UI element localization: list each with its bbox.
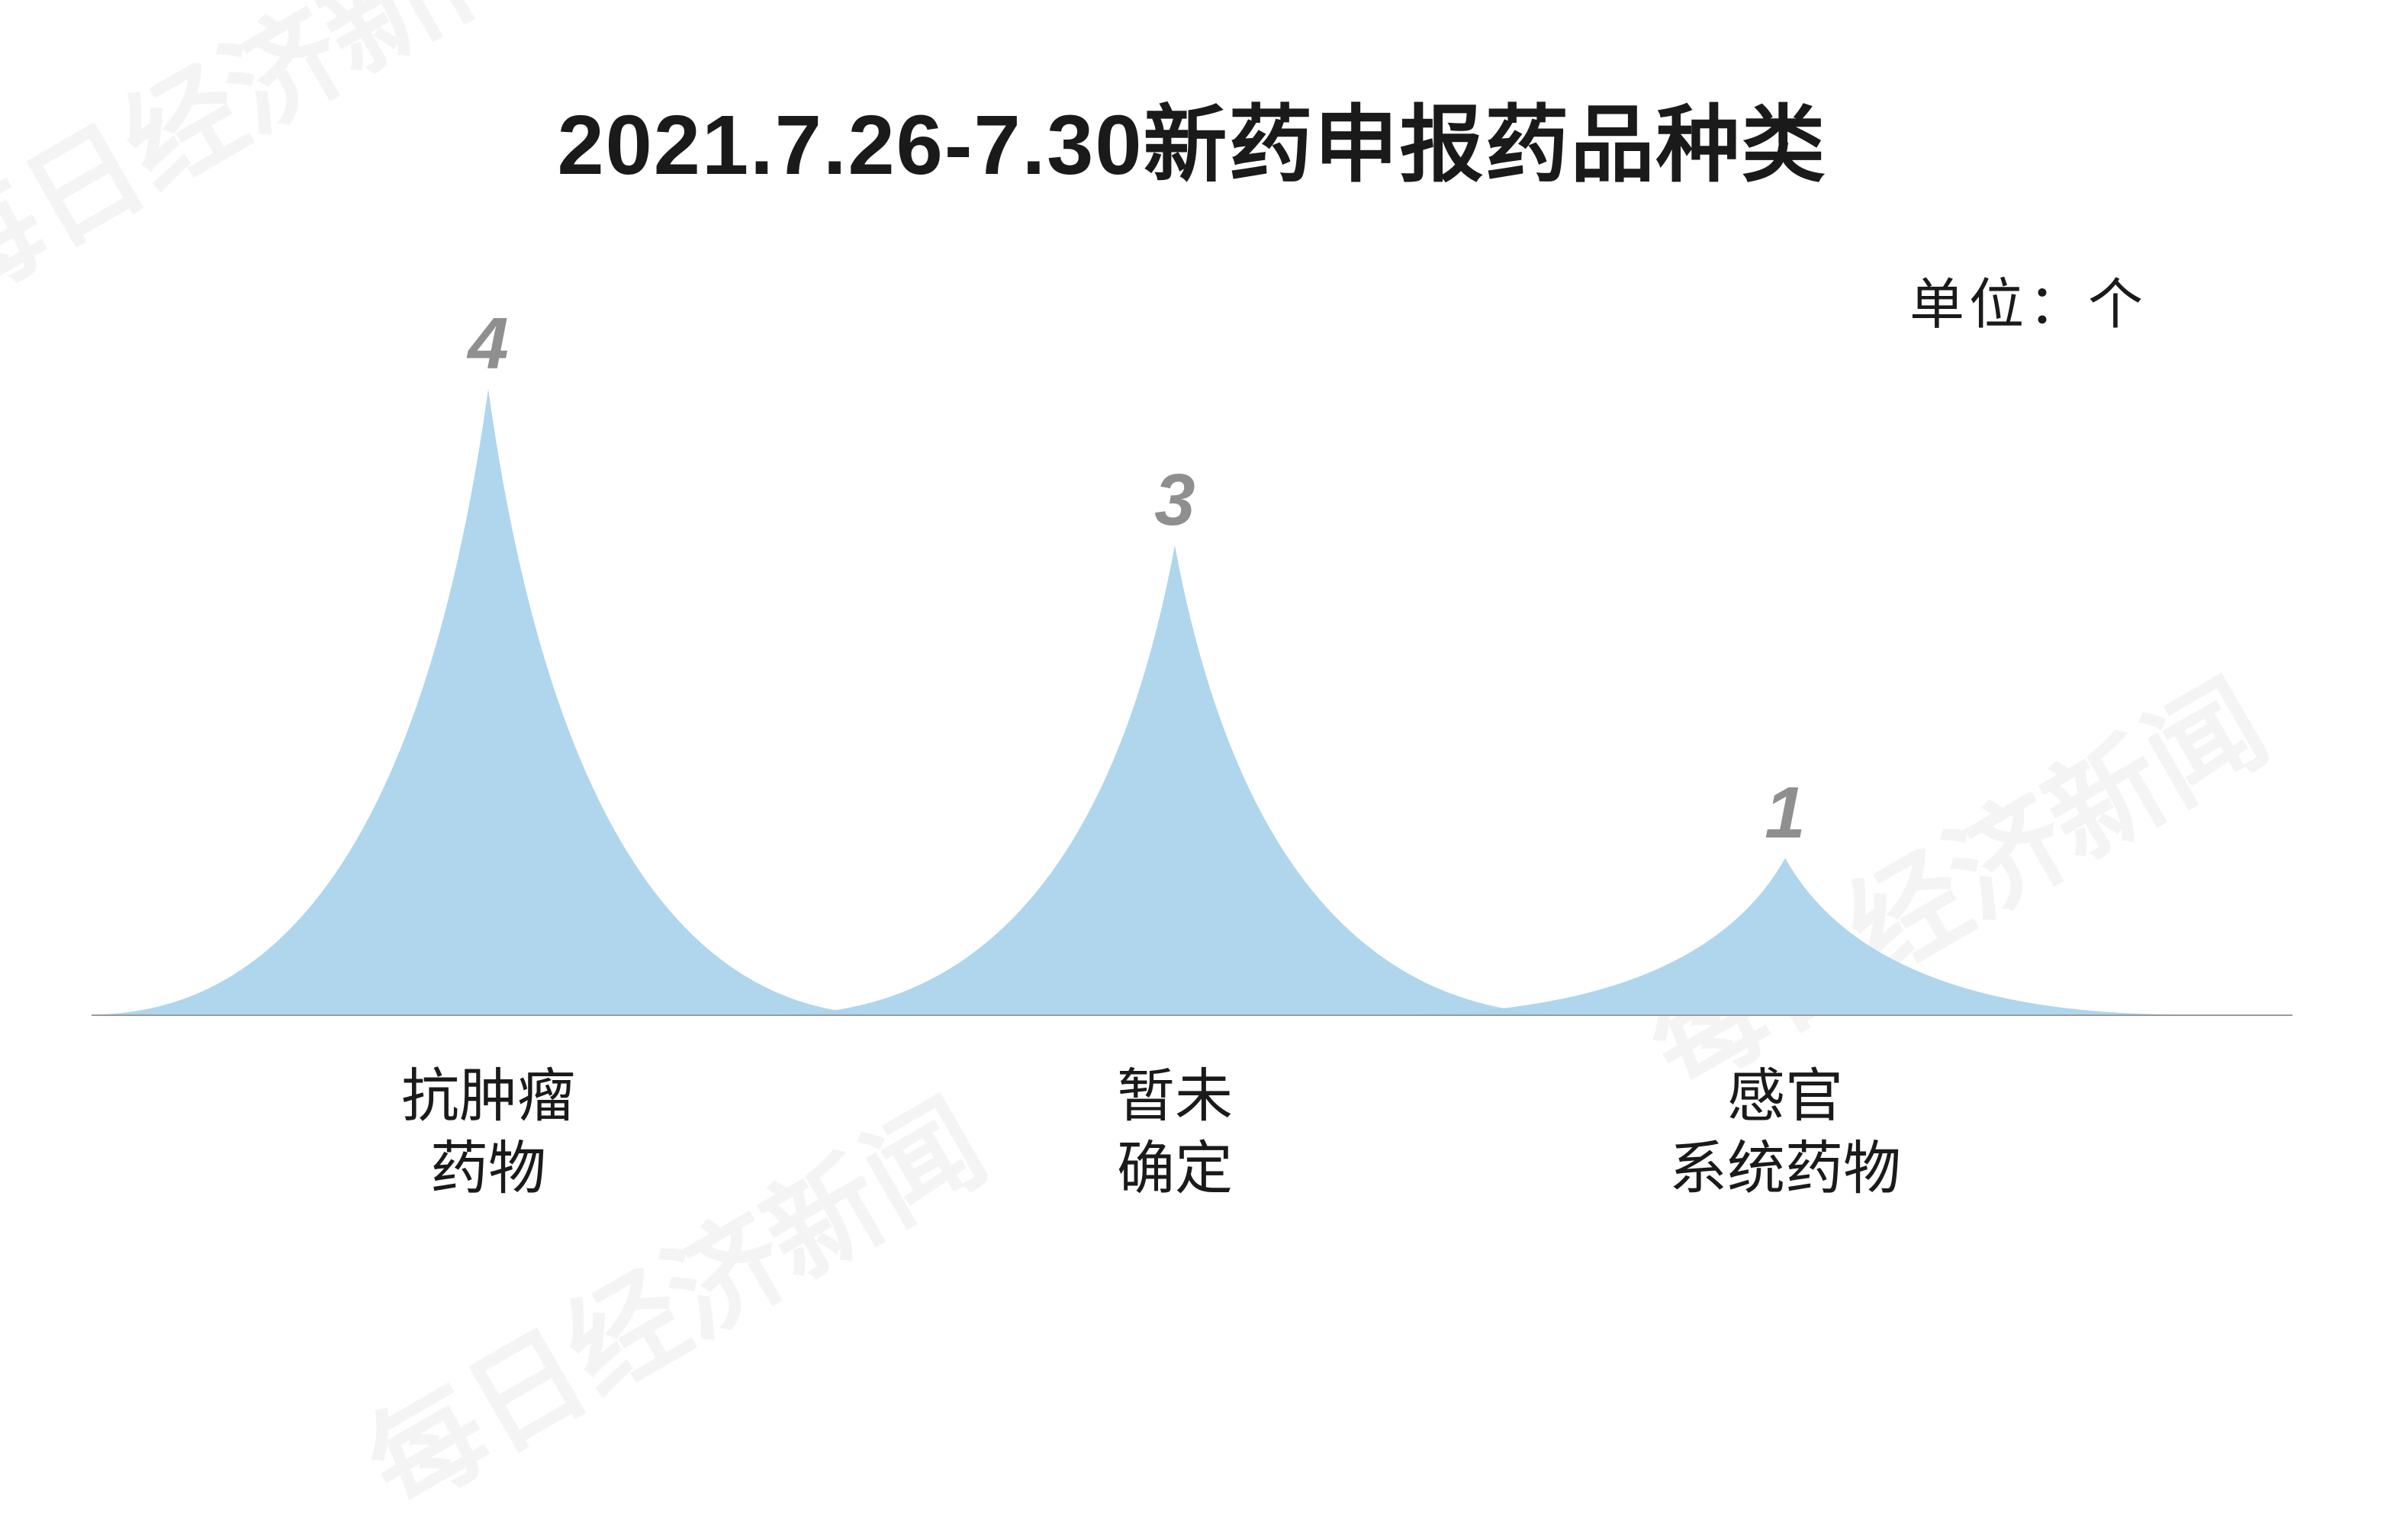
category-label: 暂未 确定 [1117,1060,1233,1205]
peak-value-label: 1 [1765,771,1805,855]
baseline [92,1014,2292,1016]
peak-value-label: 3 [1154,458,1195,542]
chart-title: 2021.7.26-7.30新药申报药品种类 [0,76,2384,198]
peak-shape [1388,858,2182,1014]
peak-shape [92,389,885,1014]
unit-label: 单位：个 [1909,259,2148,339]
category-label: 抗肿瘤 药物 [401,1060,575,1205]
peak-value-label: 4 [468,302,508,386]
category-label: 感官 系统药物 [1669,1060,1901,1205]
peak-shape [778,545,1572,1014]
